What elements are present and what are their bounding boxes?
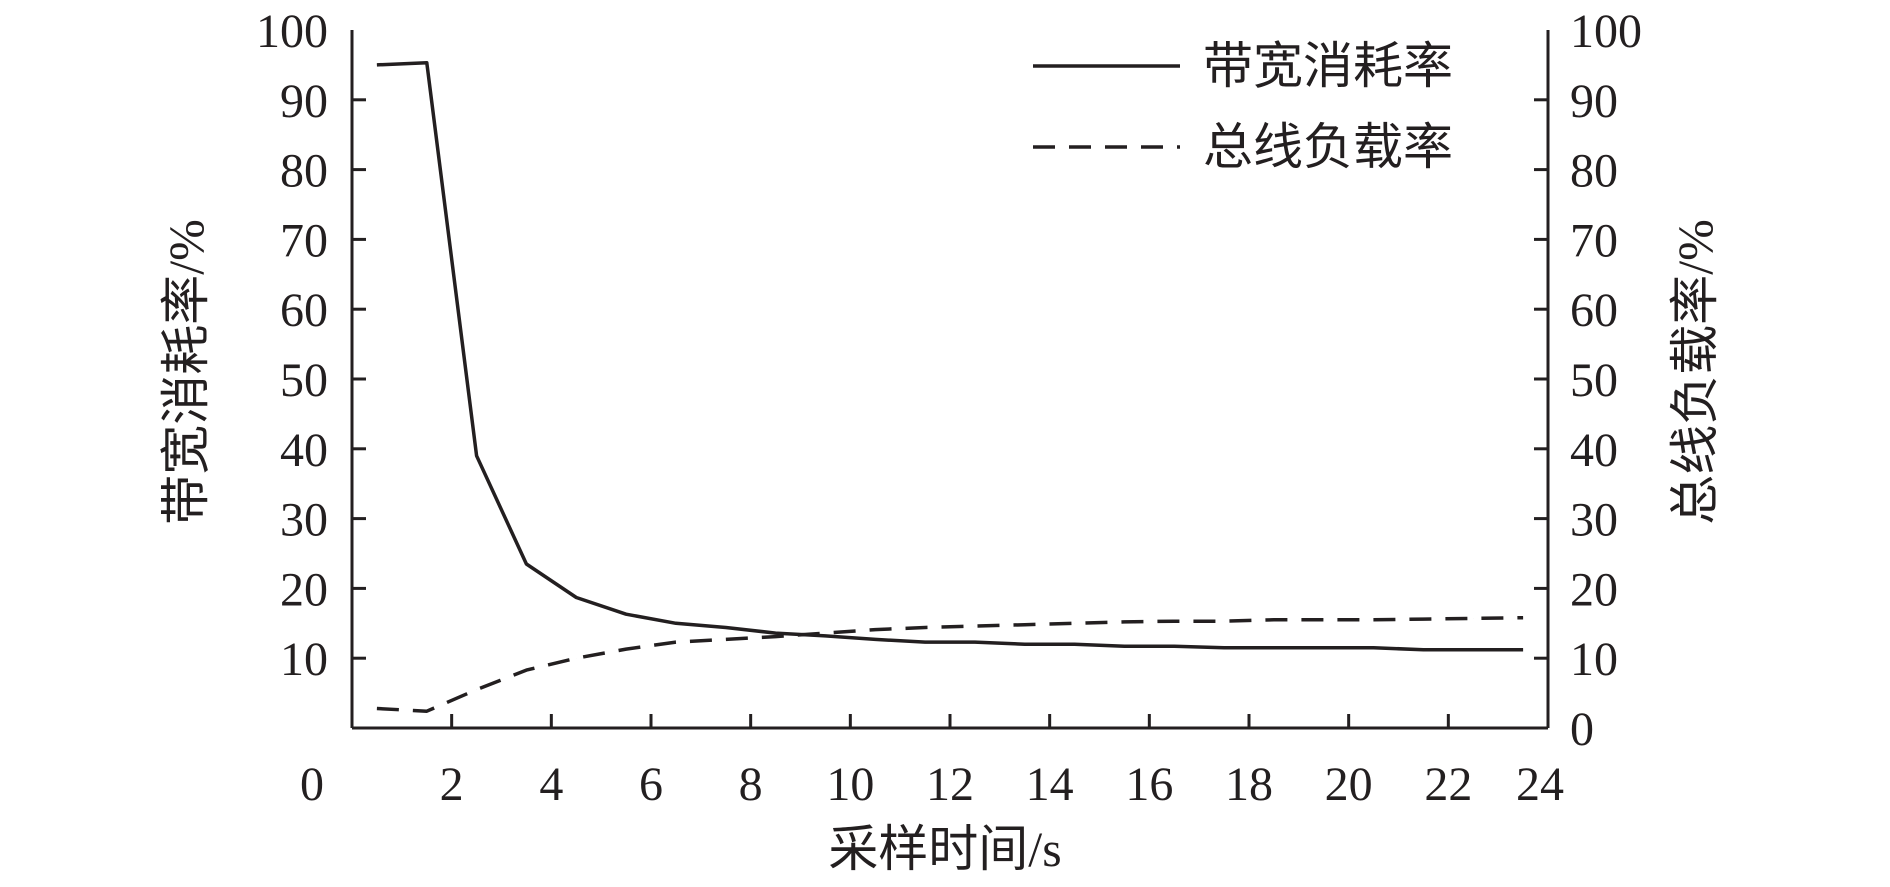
x-tick-label: 6	[639, 758, 663, 811]
y-right-tick-label: 30	[1570, 494, 1618, 547]
x-tick-label: 2	[440, 758, 464, 811]
y-right-tick-label: 90	[1570, 75, 1618, 128]
y-right-tick-label: 50	[1570, 354, 1618, 407]
series-line-bus-load	[376, 615, 1524, 713]
y-left-tick-label: 50	[280, 354, 328, 407]
y-left-tick-label: 60	[280, 284, 328, 337]
y-left-tick-label: 30	[280, 494, 328, 547]
series-line-bandwidth	[376, 61, 1524, 652]
y-left-tick-label: 70	[280, 214, 328, 267]
x-tick-label: 10	[826, 758, 874, 811]
x-tick-label: 24	[1516, 758, 1564, 811]
x-tick-label: 18	[1225, 758, 1273, 811]
x-tick-label: 16	[1125, 758, 1173, 811]
y-left-tick-label: 90	[280, 75, 328, 128]
x-tick-label: 0	[300, 758, 324, 811]
y-right-tick-label: 20	[1570, 563, 1618, 616]
y-axis-left-label: 带宽消耗率/%	[158, 219, 214, 525]
y-right-tick-label: 10	[1570, 633, 1618, 686]
axes: 0 2 4 6 8 10 12 14 16 18 20 22 241020304050607080901…	[256, 5, 1642, 811]
y-axis-right-label: 总线负载率/%	[1667, 219, 1723, 525]
y-left-tick-label: 80	[280, 145, 328, 198]
x-tick-label: 20	[1325, 758, 1373, 811]
y-left-tick-label: 40	[280, 424, 328, 477]
x-tick-label: 14	[1026, 758, 1074, 811]
legend-label: 带宽消耗率	[1203, 38, 1453, 94]
y-left-tick-label: 100	[256, 5, 328, 58]
series-layer	[376, 61, 1524, 713]
y-right-tick-label: 70	[1570, 214, 1618, 267]
y-right-tick-label: 40	[1570, 424, 1618, 477]
y-left-tick-label: 10	[280, 633, 328, 686]
x-tick-label: 22	[1424, 758, 1472, 811]
y-right-tick-label: 100	[1570, 5, 1642, 58]
x-tick-label: 4	[539, 758, 563, 811]
x-axis-label: 采样时间/s	[828, 821, 1061, 877]
x-tick-label: 12	[926, 758, 974, 811]
x-tick-label: 8	[739, 758, 763, 811]
y-right-tick-label: 60	[1570, 284, 1618, 337]
y-right-tick-label: 80	[1570, 145, 1618, 198]
y-right-tick-label: 0	[1570, 703, 1594, 756]
legend-label: 总线负载率	[1203, 119, 1453, 175]
y-left-tick-label: 20	[280, 563, 328, 616]
